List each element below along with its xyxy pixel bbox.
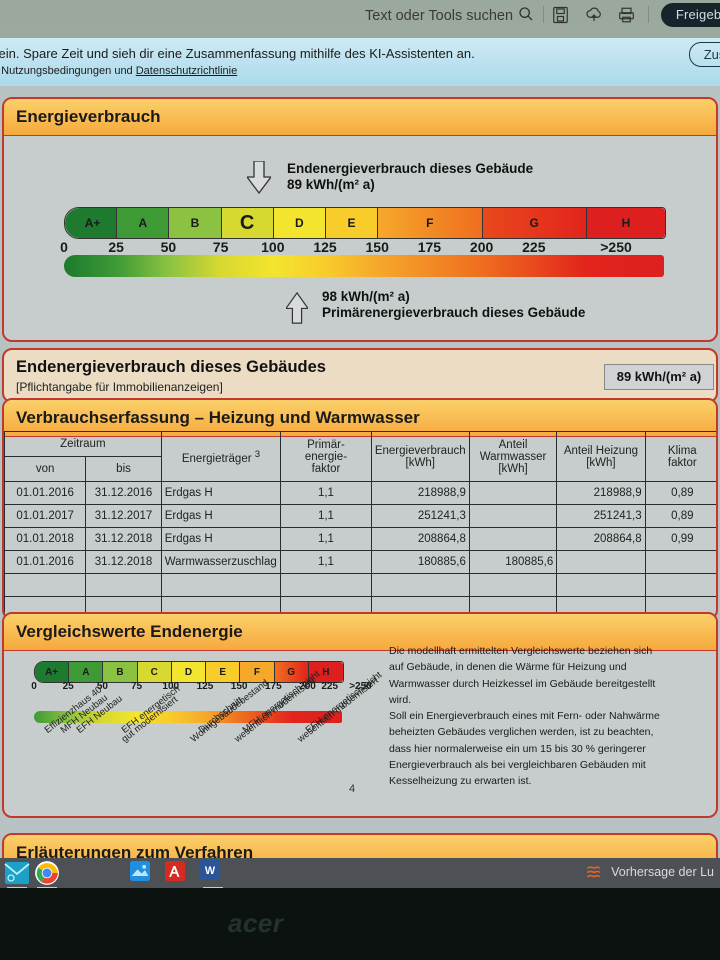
svg-text:W: W [205, 865, 216, 877]
